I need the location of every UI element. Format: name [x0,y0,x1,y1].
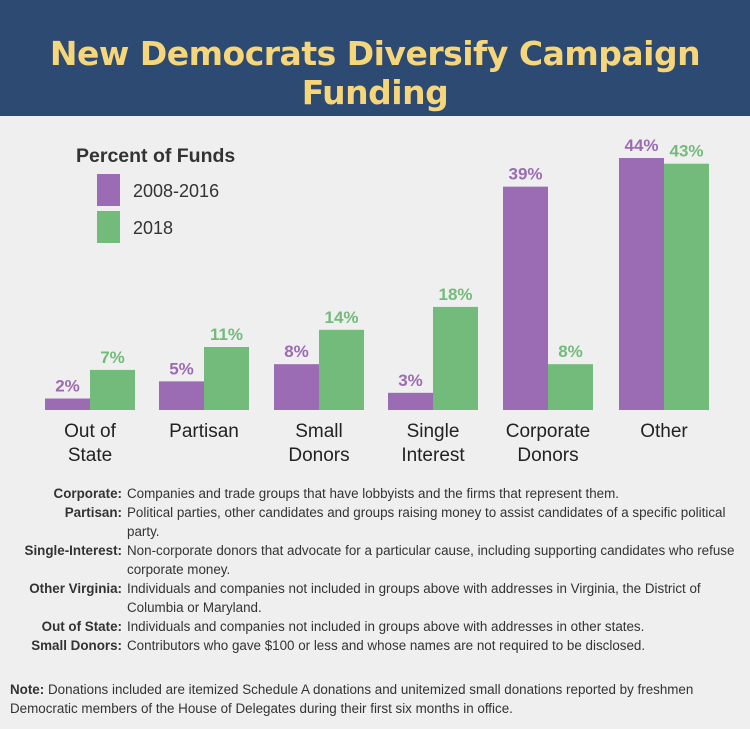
bar-1-1 [45,398,90,410]
note-label: Note: [10,682,45,697]
note-text: Donations included are itemized Schedule… [10,682,694,716]
data-label-1-3: 8% [284,342,309,361]
definition-text: Non-corporate donors that advocate for a… [127,543,735,577]
definition-term: Partisan: [64,505,122,520]
category-label-3: Donors [288,445,349,466]
definition-text: Companies and trade groups that have lob… [127,486,620,501]
legend-title: Percent of Funds [76,145,235,167]
bar-1-5 [503,186,548,410]
definition-term: Other Virginia: [29,581,122,596]
bar-1-4 [388,392,433,410]
definition-term: Single-Interest: [24,543,122,558]
bar-2-2 [204,347,249,410]
bar-2-3 [319,329,364,410]
data-label-2-5: 8% [558,342,583,361]
definition-term: Out of State: [41,619,122,634]
category-label-3: Small [295,421,343,442]
data-label-2-2: 11% [210,325,243,344]
data-label-1-5: 39% [508,165,542,184]
data-label-1-4: 3% [398,371,423,390]
bar-2-5 [548,364,593,410]
data-label-2-6: 43% [669,142,703,161]
data-label-2-4: 18% [438,285,472,304]
definition-row: Out of State: Individuals and companies n… [0,617,750,636]
bar-2-4 [433,306,478,410]
category-label-4: Single [407,421,460,442]
category-label-2: Partisan [169,421,239,442]
data-label-2-1: 7% [100,348,125,367]
header-banner: New Democrats Diversify Campaign Funding [0,0,750,116]
bar-2-6 [664,163,709,410]
category-label-1: Out of [64,421,116,442]
definition-term: Small Donors: [31,638,122,653]
category-label-5: Donors [517,445,578,466]
definition-text: Political parties, other candidates and … [127,505,726,539]
bar-1-2 [159,381,204,410]
definition-row: Other Virginia: Individuals and companies… [0,579,750,617]
bar-2-1 [90,369,135,410]
bar-1-3 [274,364,319,410]
page-title: New Democrats Diversify Campaign Funding [49,34,701,112]
definition-text: Individuals and companies not included i… [127,619,645,634]
data-label-2-3: 14% [324,308,358,327]
legend-label-2: 2018 [133,218,173,238]
definition-row: Corporate: Companies and trade groups tha… [0,484,750,503]
definition-text: Individuals and companies not included i… [127,581,701,615]
bar-chart: Percent of Funds 2008-2016 2018 2% 7% Out of S… [45,136,709,466]
category-label-6: Other [640,421,688,442]
definition-text: Contributors who gave $100 or less and w… [127,638,646,653]
definition-row: Small Donors: Contributors who gave $100 … [0,636,750,655]
data-label-1-1: 2% [55,377,80,396]
data-label-1-6: 44% [624,136,658,155]
category-label-5: Corporate [506,421,591,442]
category-label-1: State [68,445,112,466]
legend-swatch-1 [97,174,120,206]
legend-label-1: 2008-2016 [133,181,219,201]
definition-row: Partisan: Political parties, other candid… [0,503,750,541]
data-label-1-2: 5% [169,359,194,378]
note: Note: Donations included are itemized Sc… [10,680,745,718]
legend-swatch-2 [97,211,120,243]
definition-term: Corporate: [53,486,122,501]
bar-1-6 [619,158,664,410]
definitions-list: Corporate: Companies and trade groups tha… [0,484,750,655]
category-label-4: Interest [401,445,465,466]
definition-row: Single-Interest: Non-corporate donors tha… [0,541,750,579]
